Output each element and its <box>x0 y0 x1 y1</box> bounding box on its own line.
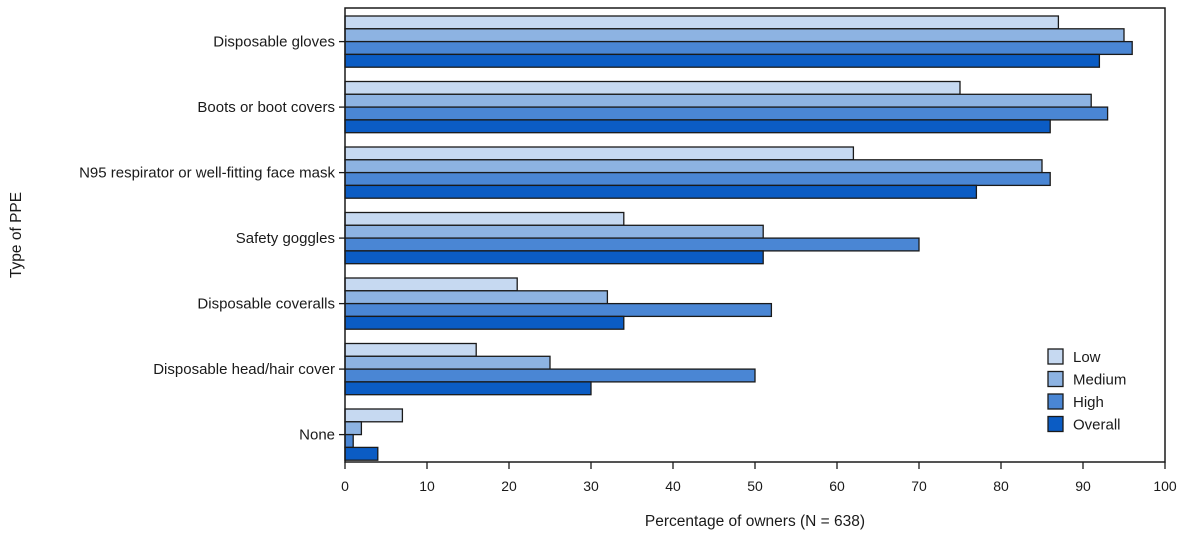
bar-overall-5 <box>344 381 592 396</box>
bar-low-1 <box>344 80 961 95</box>
bar-overall-3 <box>344 250 764 265</box>
category-label: None <box>299 427 335 444</box>
category-label: N95 respirator or well-fitting face mask <box>79 165 335 182</box>
bar-medium-2 <box>344 159 1043 174</box>
x-tick-label: 100 <box>1153 478 1177 494</box>
x-axis: 0 10 20 30 40 50 60 70 80 90 100 <box>341 462 1177 494</box>
bar-low-0 <box>344 15 1060 30</box>
bar-high-0 <box>344 40 1133 56</box>
bar-medium-4 <box>344 290 609 305</box>
bar-medium-1 <box>344 93 1092 108</box>
x-tick-label: 20 <box>501 478 517 494</box>
legend-label-overall: Overall <box>1073 417 1121 434</box>
bar-high-2 <box>344 171 1051 187</box>
x-tick-label: 0 <box>341 478 349 494</box>
bar-medium-3 <box>344 224 764 239</box>
bar-low-4 <box>344 277 518 292</box>
category-label: Disposable head/hair cover <box>153 361 335 378</box>
bar-high-6 <box>344 433 354 449</box>
x-tick-label: 40 <box>665 478 681 494</box>
category-label: Boots or boot covers <box>197 99 335 116</box>
bar-low-3 <box>344 211 625 226</box>
x-tick-label: 60 <box>829 478 845 494</box>
x-tick-label: 10 <box>419 478 435 494</box>
category-label: Disposable coveralls <box>197 296 335 313</box>
bar-overall-2 <box>344 184 978 199</box>
bar-overall-6 <box>344 446 379 461</box>
legend-swatch-overall <box>1047 415 1064 433</box>
bar-medium-5 <box>344 355 551 370</box>
category-label: Safety goggles <box>236 230 335 247</box>
bar-low-5 <box>344 342 477 357</box>
bar-low-2 <box>344 146 855 161</box>
bar-overall-0 <box>344 53 1101 68</box>
x-axis-title: Percentage of owners (N = 638) <box>645 513 865 530</box>
x-tick-label: 80 <box>993 478 1009 494</box>
legend-label-low: Low <box>1073 349 1101 366</box>
bar-overall-1 <box>344 119 1051 134</box>
x-tick-label: 30 <box>583 478 599 494</box>
y-axis-title: Type of PPE <box>8 192 25 278</box>
legend: Low Medium High Overall <box>1047 348 1126 434</box>
bar-medium-6 <box>344 421 363 436</box>
bar-high-1 <box>344 106 1109 121</box>
bar-high-5 <box>344 368 756 383</box>
legend-label-medium: Medium <box>1073 372 1126 389</box>
bar-medium-0 <box>344 28 1125 43</box>
bar-low-6 <box>344 408 404 423</box>
category-label: Disposable gloves <box>213 34 335 51</box>
x-tick-label: 90 <box>1075 478 1091 494</box>
y-axis: Disposable gloves Boots or boot covers N95… <box>79 34 345 444</box>
legend-swatch-medium <box>1047 370 1064 388</box>
bar-high-3 <box>344 237 920 252</box>
x-tick-label: 70 <box>911 478 927 494</box>
bars-layer <box>344 15 1133 461</box>
bar-overall-4 <box>344 315 625 330</box>
legend-swatch-high <box>1047 393 1064 410</box>
legend-label-high: High <box>1073 394 1104 411</box>
legend-swatch-low <box>1047 348 1064 365</box>
bar-high-4 <box>344 302 773 318</box>
x-tick-label: 50 <box>747 478 763 494</box>
